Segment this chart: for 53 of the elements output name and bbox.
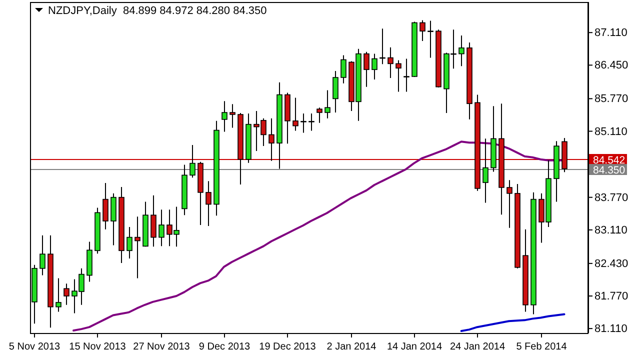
y-tick-label: 83.110 xyxy=(594,224,628,236)
chart-title: NZDJPY,Daily 84.899 84.972 84.280 84.350 xyxy=(48,5,267,17)
line-series xyxy=(460,313,566,332)
y-tick-label: 82.430 xyxy=(594,258,628,270)
candlestick xyxy=(364,51,370,88)
candlestick xyxy=(300,112,306,134)
candlestick xyxy=(308,112,314,132)
x-tick-label: 27 Nov 2013 xyxy=(133,342,190,350)
candlestick xyxy=(316,107,322,124)
candlestick xyxy=(158,209,164,247)
x-tick-label: 19 Dec 2013 xyxy=(259,342,316,350)
x-tick-label: 9 Dec 2013 xyxy=(198,342,251,350)
ref-line-label: 84.350 xyxy=(593,164,626,176)
candlestick xyxy=(102,182,108,230)
x-tick-label: 14 Jan 2014 xyxy=(386,342,442,350)
candlestick xyxy=(372,53,378,80)
candlestick xyxy=(40,234,46,276)
candlestick xyxy=(134,216,140,279)
x-tick-label: 15 Nov 2013 xyxy=(69,342,126,350)
x-tick-label: 2 Jan 2014 xyxy=(326,342,377,350)
candlestick xyxy=(428,20,434,58)
y-tick-label: 86.450 xyxy=(594,60,628,72)
candlestick xyxy=(458,35,464,67)
candlestick xyxy=(506,180,512,228)
y-tick-label: 85.110 xyxy=(594,126,628,138)
candlestick xyxy=(332,70,338,113)
candlestick xyxy=(482,138,488,204)
candlestick xyxy=(126,226,132,260)
y-tick-label: 87.110 xyxy=(594,27,628,40)
candlestick xyxy=(64,283,70,306)
x-tick-label: 24 Jan 2014 xyxy=(450,342,506,350)
y-tick-label: 81.110 xyxy=(594,323,628,336)
x-tick-label: 5 Nov 2013 xyxy=(8,342,61,350)
candlestick xyxy=(150,194,156,248)
candlestick xyxy=(230,104,236,128)
candlestick xyxy=(206,180,212,226)
candlestick xyxy=(268,118,274,162)
candlestick xyxy=(190,144,196,178)
y-tick-label: 81.770 xyxy=(594,290,628,303)
candlestick xyxy=(324,90,330,119)
candlestick xyxy=(404,58,410,92)
candlestick xyxy=(396,60,402,92)
x-tick-label: 5 Feb 2014 xyxy=(516,342,568,350)
candlestick xyxy=(56,278,62,312)
candlestick xyxy=(388,46,394,78)
candlestick xyxy=(222,100,228,132)
candlestick xyxy=(110,192,116,246)
y-tick-label: 83.770 xyxy=(594,192,628,204)
ref-line-label: 84.542 xyxy=(593,154,626,166)
candlestick xyxy=(340,54,346,84)
candlestick xyxy=(292,97,298,132)
y-tick-label: 85.770 xyxy=(594,93,628,106)
candlestick xyxy=(420,20,426,42)
